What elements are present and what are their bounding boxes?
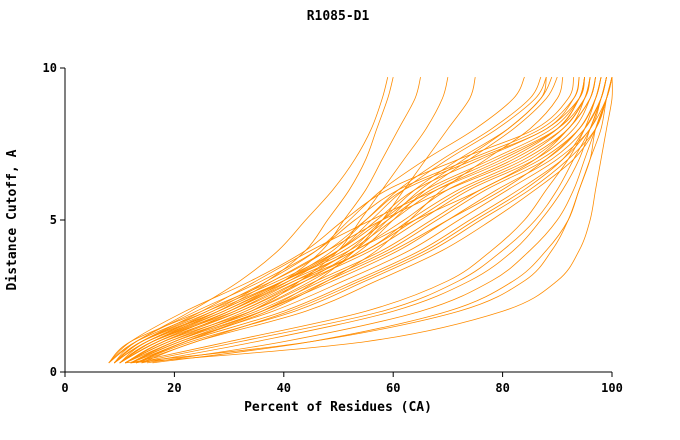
x-tick-label: 40 [277,381,291,395]
chart-title: R1085-D1 [307,9,370,24]
curve-line [124,77,547,364]
curve-line [124,77,596,364]
curve-line [136,77,607,364]
curve-line [119,77,591,364]
y-tick-label: 10 [43,61,57,75]
curve-line [141,77,613,364]
curve-line [113,77,586,364]
curve-line [152,77,613,364]
curve-line [113,77,580,364]
curve-line [125,77,613,364]
y-tick-label: 5 [50,213,57,227]
axes [64,68,612,373]
x-tick-label: 20 [167,381,181,395]
y-tick-label: 0 [50,365,57,379]
curve-line [130,77,613,364]
x-tick-label: 0 [61,381,68,395]
curve-line [135,77,564,364]
x-tick-label: 80 [495,381,509,395]
curve-line [119,77,596,364]
curve-line [119,77,421,364]
y-axis-label: Distance Cutoff, A [5,149,20,290]
curve-line [108,77,389,364]
curve-line [125,77,449,364]
x-axis-label: Percent of Residues (CA) [244,400,432,415]
curve-line [114,77,394,364]
x-tick-label: 60 [386,381,400,395]
curve-line [113,76,525,364]
curve-line [119,76,542,364]
curve-line [135,77,607,364]
curve-line [135,77,613,364]
curve-line [119,77,586,364]
x-tick-label: 100 [601,381,623,395]
curve-line [130,77,602,364]
curve-line [130,77,602,364]
